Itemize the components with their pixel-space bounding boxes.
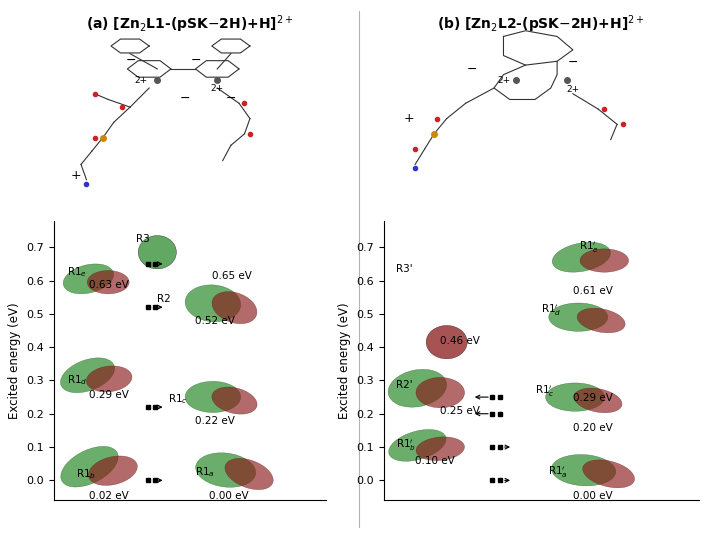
Ellipse shape — [86, 366, 132, 392]
Text: 0.63 eV: 0.63 eV — [89, 280, 129, 289]
Ellipse shape — [388, 370, 447, 407]
Text: 0.00 eV: 0.00 eV — [573, 491, 612, 501]
Text: R1$_b$: R1$_b$ — [75, 467, 96, 480]
Text: R3: R3 — [136, 234, 149, 244]
Ellipse shape — [225, 458, 273, 490]
Ellipse shape — [416, 378, 465, 408]
Text: 0.29 eV: 0.29 eV — [89, 391, 129, 400]
Ellipse shape — [549, 303, 608, 331]
Text: $-$: $-$ — [190, 53, 201, 66]
Text: $-$: $-$ — [125, 53, 136, 66]
Ellipse shape — [88, 456, 138, 485]
Ellipse shape — [185, 381, 241, 413]
Ellipse shape — [185, 285, 241, 322]
Ellipse shape — [60, 358, 115, 393]
Text: 0.10 eV: 0.10 eV — [415, 456, 455, 466]
Text: $-$: $-$ — [466, 62, 478, 75]
Ellipse shape — [196, 453, 256, 487]
Text: R2: R2 — [157, 294, 171, 304]
Text: (a) [Zn$_2$L1-(pSK$-$2H)+H]$^{2+}$: (a) [Zn$_2$L1-(pSK$-$2H)+H]$^{2+}$ — [87, 13, 293, 35]
Ellipse shape — [212, 387, 257, 414]
Text: R1$_a$: R1$_a$ — [196, 465, 215, 479]
Ellipse shape — [551, 455, 616, 486]
Ellipse shape — [426, 325, 467, 359]
Text: +: + — [70, 169, 81, 182]
Text: 0.22 eV: 0.22 eV — [196, 416, 235, 426]
Ellipse shape — [212, 292, 257, 324]
Text: 0.52 eV: 0.52 eV — [196, 316, 235, 326]
Ellipse shape — [61, 447, 118, 487]
Text: 0.65 eV: 0.65 eV — [212, 271, 252, 280]
Ellipse shape — [546, 383, 604, 411]
Text: R1$_e$: R1$_e$ — [67, 265, 87, 279]
Text: 0.29 eV: 0.29 eV — [573, 393, 613, 403]
Ellipse shape — [138, 236, 176, 269]
Text: 2+: 2+ — [497, 76, 510, 85]
Text: (b) [Zn$_2$L2-(pSK$-$2H)+H]$^{2+}$: (b) [Zn$_2$L2-(pSK$-$2H)+H]$^{2+}$ — [437, 13, 645, 35]
Ellipse shape — [574, 388, 622, 413]
Text: 0.00 eV: 0.00 eV — [209, 491, 249, 501]
Ellipse shape — [583, 460, 635, 488]
Text: R1$_e'$: R1$_e'$ — [579, 239, 599, 255]
Text: 2+: 2+ — [211, 83, 224, 93]
Text: 2+: 2+ — [134, 76, 148, 85]
Ellipse shape — [552, 242, 611, 272]
Text: 0.25 eV: 0.25 eV — [440, 406, 480, 416]
Ellipse shape — [63, 264, 113, 294]
Text: $-$: $-$ — [179, 91, 190, 104]
Ellipse shape — [580, 249, 629, 272]
Text: R1$_d'$: R1$_d'$ — [541, 303, 562, 318]
Text: R1$_d$: R1$_d$ — [67, 373, 88, 387]
Text: R3': R3' — [397, 264, 413, 274]
Text: +: + — [404, 112, 414, 125]
Text: R1$_b'$: R1$_b'$ — [397, 438, 417, 453]
Ellipse shape — [416, 437, 465, 461]
Ellipse shape — [577, 308, 625, 333]
Ellipse shape — [87, 271, 129, 294]
Text: R1$_c$: R1$_c$ — [168, 392, 188, 406]
Text: 0.20 eV: 0.20 eV — [573, 423, 612, 433]
Text: $-$: $-$ — [225, 91, 237, 104]
Text: $-$: $-$ — [567, 55, 579, 68]
Y-axis label: Excited energy (eV): Excited energy (eV) — [8, 302, 21, 419]
Text: 0.61 eV: 0.61 eV — [573, 286, 613, 296]
Text: 0.02 eV: 0.02 eV — [89, 491, 129, 501]
Text: 2+: 2+ — [566, 86, 579, 95]
Y-axis label: Excited energy (eV): Excited energy (eV) — [338, 302, 351, 419]
Text: R1$_a'$: R1$_a'$ — [548, 464, 568, 480]
Text: R1$_c'$: R1$_c'$ — [535, 384, 555, 399]
Text: 0.46 eV: 0.46 eV — [440, 336, 480, 346]
Ellipse shape — [389, 429, 446, 461]
Text: R2': R2' — [397, 380, 413, 391]
